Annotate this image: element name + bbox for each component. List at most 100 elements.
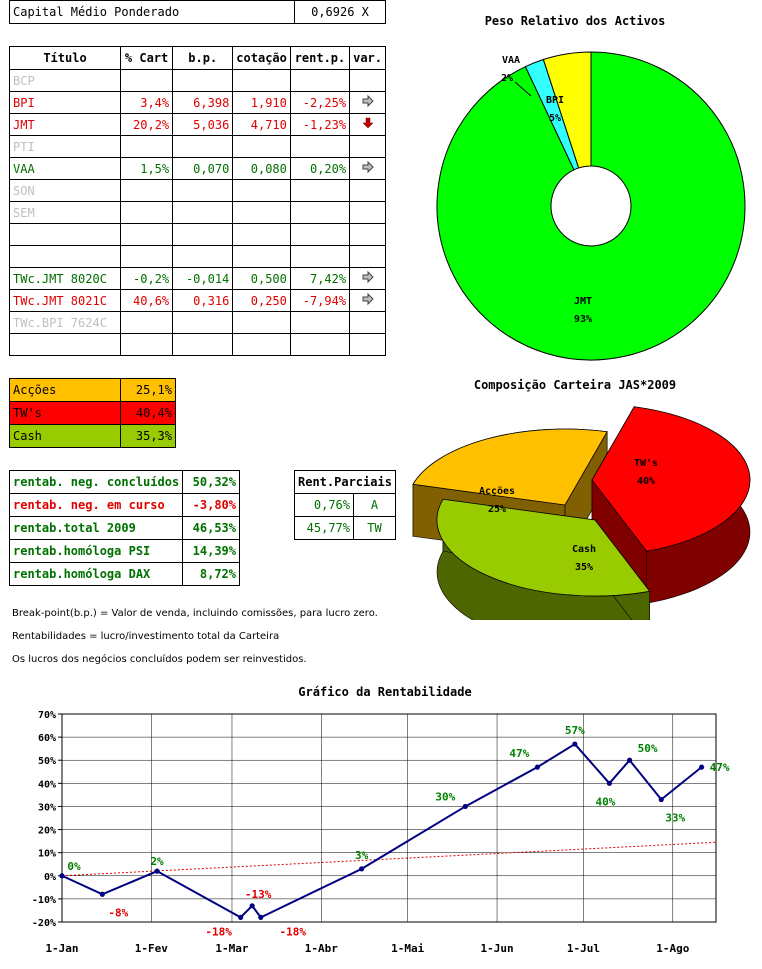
- cell-var: [349, 91, 386, 114]
- cell-titulo: BPI: [8, 91, 122, 114]
- cell-cot: 1,910: [232, 91, 291, 114]
- x-tick-label: 1-Fev: [135, 942, 168, 955]
- table-row: JMT 20,2% 5,036 4,710 -1,23%: [8, 113, 386, 136]
- data-point: [698, 764, 705, 770]
- rentab-label: rentab. neg. em curso: [8, 493, 184, 517]
- data-point: [154, 868, 160, 874]
- table-row: SEM: [8, 201, 386, 224]
- cell-titulo: SEM: [8, 201, 122, 224]
- pie1-slice: [436, 51, 746, 361]
- note-breakpoint: Break-point(b.p.) = Valor de venda, incl…: [12, 608, 378, 619]
- right-arrow-icon: [362, 270, 374, 284]
- pie1-slice-pct: 93%: [574, 314, 592, 325]
- cell-cart: [120, 333, 174, 356]
- data-point: [626, 757, 633, 763]
- cell-titulo: VAA: [8, 157, 122, 180]
- cell-cart: [120, 69, 174, 92]
- x-tick-label: 1-Jun: [480, 942, 513, 955]
- y-tick-label: 70%: [38, 710, 56, 721]
- cell-bp: [172, 245, 234, 268]
- pie2-slice-pct: 40%: [637, 476, 655, 487]
- cell-bp: 0,316: [172, 289, 234, 312]
- cell-rent: -7,94%: [289, 289, 351, 312]
- rentab-row: rentab.homóloga DAX 8,72%: [8, 562, 240, 586]
- cell-cot: [232, 179, 291, 202]
- cell-cart: [120, 245, 174, 268]
- note-lucros: Os lucros dos negócios concluídos podem …: [12, 654, 307, 665]
- composition-label: TW's: [9, 401, 121, 425]
- cell-cot: 0,500: [232, 267, 291, 290]
- rentab-table: rentab. neg. concluídos 50,32% rentab. neg…: [8, 470, 240, 586]
- table-row: TWc.JMT 8021C 40,6% 0,316 0,250 -7,94%: [8, 289, 386, 312]
- cell-titulo: TWc.JMT 8020C: [8, 267, 122, 290]
- rentab-value: 50,32%: [182, 470, 240, 494]
- table-row: VAA 1,5% 0,070 0,080 0,20%: [8, 157, 386, 180]
- assets-table: Título % Cart b.p. cotação rent.p. var. …: [8, 46, 386, 356]
- cell-cot: [232, 69, 291, 92]
- cell-titulo: [8, 333, 122, 356]
- table-row: SON: [8, 179, 386, 202]
- rentab-row: rentab. neg. em curso -3,80%: [8, 493, 240, 517]
- rentab-row: rentab.total 2009 46,53%: [8, 516, 240, 540]
- pie2-chart: TW's 40% Cash 35% Acções 25%: [412, 405, 751, 620]
- cell-bp: [172, 223, 234, 246]
- cell-var: [349, 69, 386, 92]
- y-tick-label: -10%: [32, 895, 56, 906]
- rentab-label: rentab.homóloga PSI: [8, 539, 184, 563]
- cell-cart: [120, 179, 174, 202]
- pie1-chart: JMT 93% VAA 2% BPI 5%: [436, 51, 746, 361]
- capital-value: 0,6926 X: [294, 0, 386, 24]
- col-var: var.: [349, 46, 386, 70]
- y-tick-label: 10%: [38, 849, 56, 860]
- cell-titulo: BCP: [8, 69, 122, 92]
- x-tick-label: 1-Jul: [567, 942, 600, 955]
- note-rentabilidades: Rentabilidades = lucro/investimento tota…: [12, 631, 280, 642]
- table-row: [8, 223, 386, 246]
- cell-cot: [232, 333, 291, 356]
- data-label: 33%: [665, 812, 685, 825]
- data-point: [462, 803, 468, 810]
- composition-row: TW's 40,4%: [9, 401, 176, 425]
- x-tick-label: 1-Mar: [215, 942, 248, 955]
- data-label: 50%: [638, 742, 658, 755]
- pie1-slice-label: JMT: [574, 296, 592, 307]
- composition-row: Acções 25,1%: [9, 378, 176, 402]
- pie2-slice: [591, 406, 751, 552]
- series-line: [61, 742, 703, 919]
- cell-cart: [120, 311, 174, 334]
- data-label: -13%: [245, 888, 272, 901]
- cell-rent: -2,25%: [289, 91, 351, 114]
- plot-area: [61, 713, 717, 923]
- x-tick-label: 1-Abr: [305, 942, 338, 955]
- table-header-row: Título % Cart b.p. cotação rent.p. var.: [8, 46, 386, 70]
- composition-label: Cash: [9, 424, 121, 448]
- pie2-slice-pct: 25%: [488, 504, 506, 515]
- x-tick-label: 1-Mai: [391, 942, 424, 955]
- y-tick-label: 0%: [44, 872, 56, 883]
- cell-bp: 5,036: [172, 113, 234, 136]
- col-cot: cotação: [232, 46, 291, 70]
- data-label: 57%: [565, 724, 585, 737]
- cell-titulo: JMT: [8, 113, 122, 136]
- pie1-slice-pct: 5%: [549, 113, 561, 124]
- pie2-slice-label: Acções: [479, 486, 515, 497]
- rentab-label: rentab. neg. concluídos: [8, 470, 184, 494]
- cell-cart: [120, 201, 174, 224]
- cell-var: [349, 245, 386, 268]
- parciais-table: Rent.Parciais 0,76% A 45,77% TW: [294, 470, 396, 540]
- parciais-value: 45,77%: [294, 516, 354, 540]
- cell-bp: [172, 201, 234, 224]
- cell-cart: [120, 135, 174, 158]
- cell-titulo: PTI: [8, 135, 122, 158]
- y-tick-label: 40%: [38, 779, 56, 790]
- cell-cot: [232, 201, 291, 224]
- rentab-row: rentab. neg. concluídos 50,32%: [8, 470, 240, 494]
- pie2-slice: [436, 498, 651, 597]
- col-bp: b.p.: [172, 46, 234, 70]
- composition-value: 40,4%: [120, 401, 176, 425]
- cell-cart: [120, 223, 174, 246]
- cell-var: [349, 289, 386, 312]
- cell-cart: 3,4%: [120, 91, 174, 114]
- cell-rent: [289, 135, 351, 158]
- cell-rent: [289, 223, 351, 246]
